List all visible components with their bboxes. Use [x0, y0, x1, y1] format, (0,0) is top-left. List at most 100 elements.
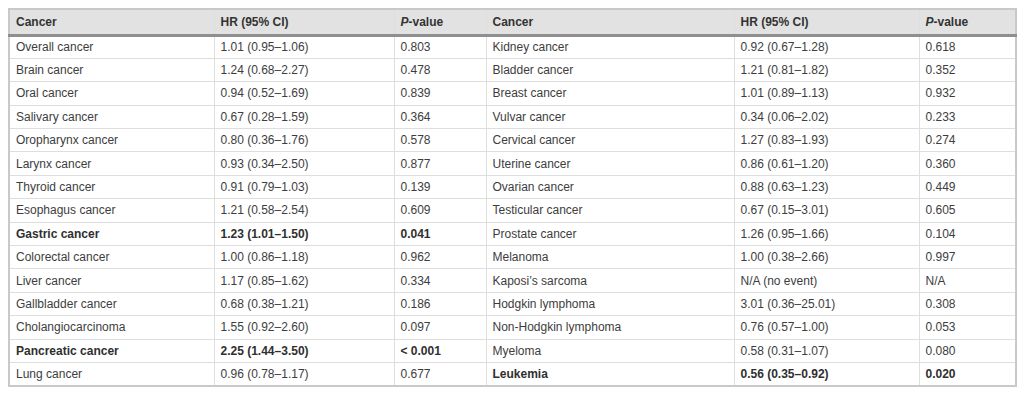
- p-value-cell: 0.839: [394, 82, 486, 105]
- hr-ci-cell: 0.67 (0.28–1.59): [214, 105, 394, 128]
- pvalue-italic-p: P: [401, 15, 409, 29]
- p-value-cell: 0.478: [394, 58, 486, 81]
- hr-ci-cell: 0.88 (0.63–1.23): [734, 175, 919, 198]
- hr-ci-cell: 1.55 (0.92–2.60): [214, 316, 394, 339]
- table-row: Oropharynx cancer0.80 (0.36–1.76)0.578Ce…: [9, 129, 1016, 152]
- cancer-name-cell: Vulvar cancer: [486, 105, 734, 128]
- hr-ci-cell: 3.01 (0.36–25.01): [734, 292, 919, 315]
- cancer-name-cell: Esophagus cancer: [9, 199, 214, 222]
- cancer-name-cell: Prostate cancer: [486, 222, 734, 245]
- p-value-cell: 0.020: [919, 362, 1016, 385]
- pvalue-italic-p: P: [926, 15, 934, 29]
- p-value-cell: 0.104: [919, 222, 1016, 245]
- hr-ci-cell: 1.01 (0.95–1.06): [214, 35, 394, 58]
- cancer-name-cell: Breast cancer: [486, 82, 734, 105]
- p-value-cell: 0.139: [394, 175, 486, 198]
- table-row: Salivary cancer0.67 (0.28–1.59)0.364Vulv…: [9, 105, 1016, 128]
- cancer-name-cell: Brain cancer: [9, 58, 214, 81]
- cancer-name-cell: Overall cancer: [9, 35, 214, 58]
- hr-ci-cell: 1.23 (1.01–1.50): [214, 222, 394, 245]
- table-row: Colorectal cancer1.00 (0.86–1.18)0.962Me…: [9, 246, 1016, 269]
- header-hr-left: HR (95% CI): [214, 9, 394, 35]
- cancer-name-cell: Melanoma: [486, 246, 734, 269]
- hr-ci-cell: 0.68 (0.38–1.21): [214, 292, 394, 315]
- table-row: Pancreatic cancer2.25 (1.44–3.50)< 0.001…: [9, 339, 1016, 362]
- p-value-cell: 0.677: [394, 362, 486, 385]
- cancer-name-cell: Hodgkin lymphoma: [486, 292, 734, 315]
- p-value-cell: N/A: [919, 269, 1016, 292]
- p-value-cell: 0.308: [919, 292, 1016, 315]
- cancer-name-cell: Gastric cancer: [9, 222, 214, 245]
- hr-ci-cell: 0.94 (0.52–1.69): [214, 82, 394, 105]
- p-value-cell: 0.041: [394, 222, 486, 245]
- table-row: Brain cancer1.24 (0.68–2.27)0.478Bladder…: [9, 58, 1016, 81]
- p-value-cell: 0.352: [919, 58, 1016, 81]
- hr-ci-cell: 1.17 (0.85–1.62): [214, 269, 394, 292]
- p-value-cell: < 0.001: [394, 339, 486, 362]
- p-value-cell: 0.877: [394, 152, 486, 175]
- hr-ci-cell: 0.67 (0.15–3.01): [734, 199, 919, 222]
- hr-ci-cell: 1.21 (0.81–1.82): [734, 58, 919, 81]
- table-row: Esophagus cancer1.21 (0.58–2.54)0.609Tes…: [9, 199, 1016, 222]
- hr-ci-cell: 2.25 (1.44–3.50): [214, 339, 394, 362]
- cancer-name-cell: Bladder cancer: [486, 58, 734, 81]
- cancer-name-cell: Lung cancer: [9, 362, 214, 385]
- pvalue-rest: -value: [409, 15, 444, 29]
- hr-ci-cell: 0.96 (0.78–1.17): [214, 362, 394, 385]
- cancer-name-cell: Oral cancer: [9, 82, 214, 105]
- p-value-cell: 0.274: [919, 129, 1016, 152]
- hr-ci-cell: 0.92 (0.67–1.28): [734, 35, 919, 58]
- cancer-name-cell: Kidney cancer: [486, 35, 734, 58]
- hr-ci-cell: 1.24 (0.68–2.27): [214, 58, 394, 81]
- table-row: Larynx cancer0.93 (0.34–2.50)0.877Uterin…: [9, 152, 1016, 175]
- p-value-cell: 0.605: [919, 199, 1016, 222]
- p-value-cell: 0.360: [919, 152, 1016, 175]
- table-row: Overall cancer1.01 (0.95–1.06)0.803Kidne…: [9, 35, 1016, 58]
- p-value-cell: 0.609: [394, 199, 486, 222]
- hr-ci-cell: 0.76 (0.57–1.00): [734, 316, 919, 339]
- hr-ci-cell: 1.00 (0.86–1.18): [214, 246, 394, 269]
- p-value-cell: 0.932: [919, 82, 1016, 105]
- table-row: Gastric cancer1.23 (1.01–1.50)0.041Prost…: [9, 222, 1016, 245]
- p-value-cell: 0.997: [919, 246, 1016, 269]
- hazard-ratio-table: Cancer HR (95% CI) P-value Cancer HR (95…: [8, 8, 1017, 387]
- table-body: Overall cancer1.01 (0.95–1.06)0.803Kidne…: [9, 35, 1016, 386]
- hr-ci-cell: 0.56 (0.35–0.92): [734, 362, 919, 385]
- table-row: Oral cancer0.94 (0.52–1.69)0.839Breast c…: [9, 82, 1016, 105]
- cancer-name-cell: Colorectal cancer: [9, 246, 214, 269]
- p-value-cell: 0.233: [919, 105, 1016, 128]
- p-value-cell: 0.080: [919, 339, 1016, 362]
- p-value-cell: 0.334: [394, 269, 486, 292]
- hr-ci-cell: 0.91 (0.79–1.03): [214, 175, 394, 198]
- hr-ci-cell: 0.86 (0.61–1.20): [734, 152, 919, 175]
- cancer-name-cell: Salivary cancer: [9, 105, 214, 128]
- cancer-name-cell: Pancreatic cancer: [9, 339, 214, 362]
- table-header: Cancer HR (95% CI) P-value Cancer HR (95…: [9, 9, 1016, 35]
- cancer-name-cell: Cervical cancer: [486, 129, 734, 152]
- pvalue-rest: -value: [934, 15, 969, 29]
- header-row: Cancer HR (95% CI) P-value Cancer HR (95…: [9, 9, 1016, 35]
- p-value-cell: 0.449: [919, 175, 1016, 198]
- table-row: Thyroid cancer0.91 (0.79–1.03)0.139Ovari…: [9, 175, 1016, 198]
- header-cancer-left: Cancer: [9, 9, 214, 35]
- cancer-name-cell: Liver cancer: [9, 269, 214, 292]
- cancer-name-cell: Cholangiocarcinoma: [9, 316, 214, 339]
- p-value-cell: 0.186: [394, 292, 486, 315]
- hazard-ratio-table-container: Cancer HR (95% CI) P-value Cancer HR (95…: [8, 8, 1015, 387]
- cancer-name-cell: Gallbladder cancer: [9, 292, 214, 315]
- cancer-name-cell: Oropharynx cancer: [9, 129, 214, 152]
- hr-ci-cell: 1.26 (0.95–1.66): [734, 222, 919, 245]
- p-value-cell: 0.364: [394, 105, 486, 128]
- cancer-name-cell: Leukemia: [486, 362, 734, 385]
- cancer-name-cell: Thyroid cancer: [9, 175, 214, 198]
- hr-ci-cell: 1.00 (0.38–2.66): [734, 246, 919, 269]
- hr-ci-cell: 1.21 (0.58–2.54): [214, 199, 394, 222]
- header-pvalue-right: P-value: [919, 9, 1016, 35]
- hr-ci-cell: N/A (no event): [734, 269, 919, 292]
- table-row: Lung cancer0.96 (0.78–1.17)0.677Leukemia…: [9, 362, 1016, 385]
- hr-ci-cell: 0.58 (0.31–1.07): [734, 339, 919, 362]
- header-hr-right: HR (95% CI): [734, 9, 919, 35]
- p-value-cell: 0.097: [394, 316, 486, 339]
- hr-ci-cell: 0.93 (0.34–2.50): [214, 152, 394, 175]
- p-value-cell: 0.803: [394, 35, 486, 58]
